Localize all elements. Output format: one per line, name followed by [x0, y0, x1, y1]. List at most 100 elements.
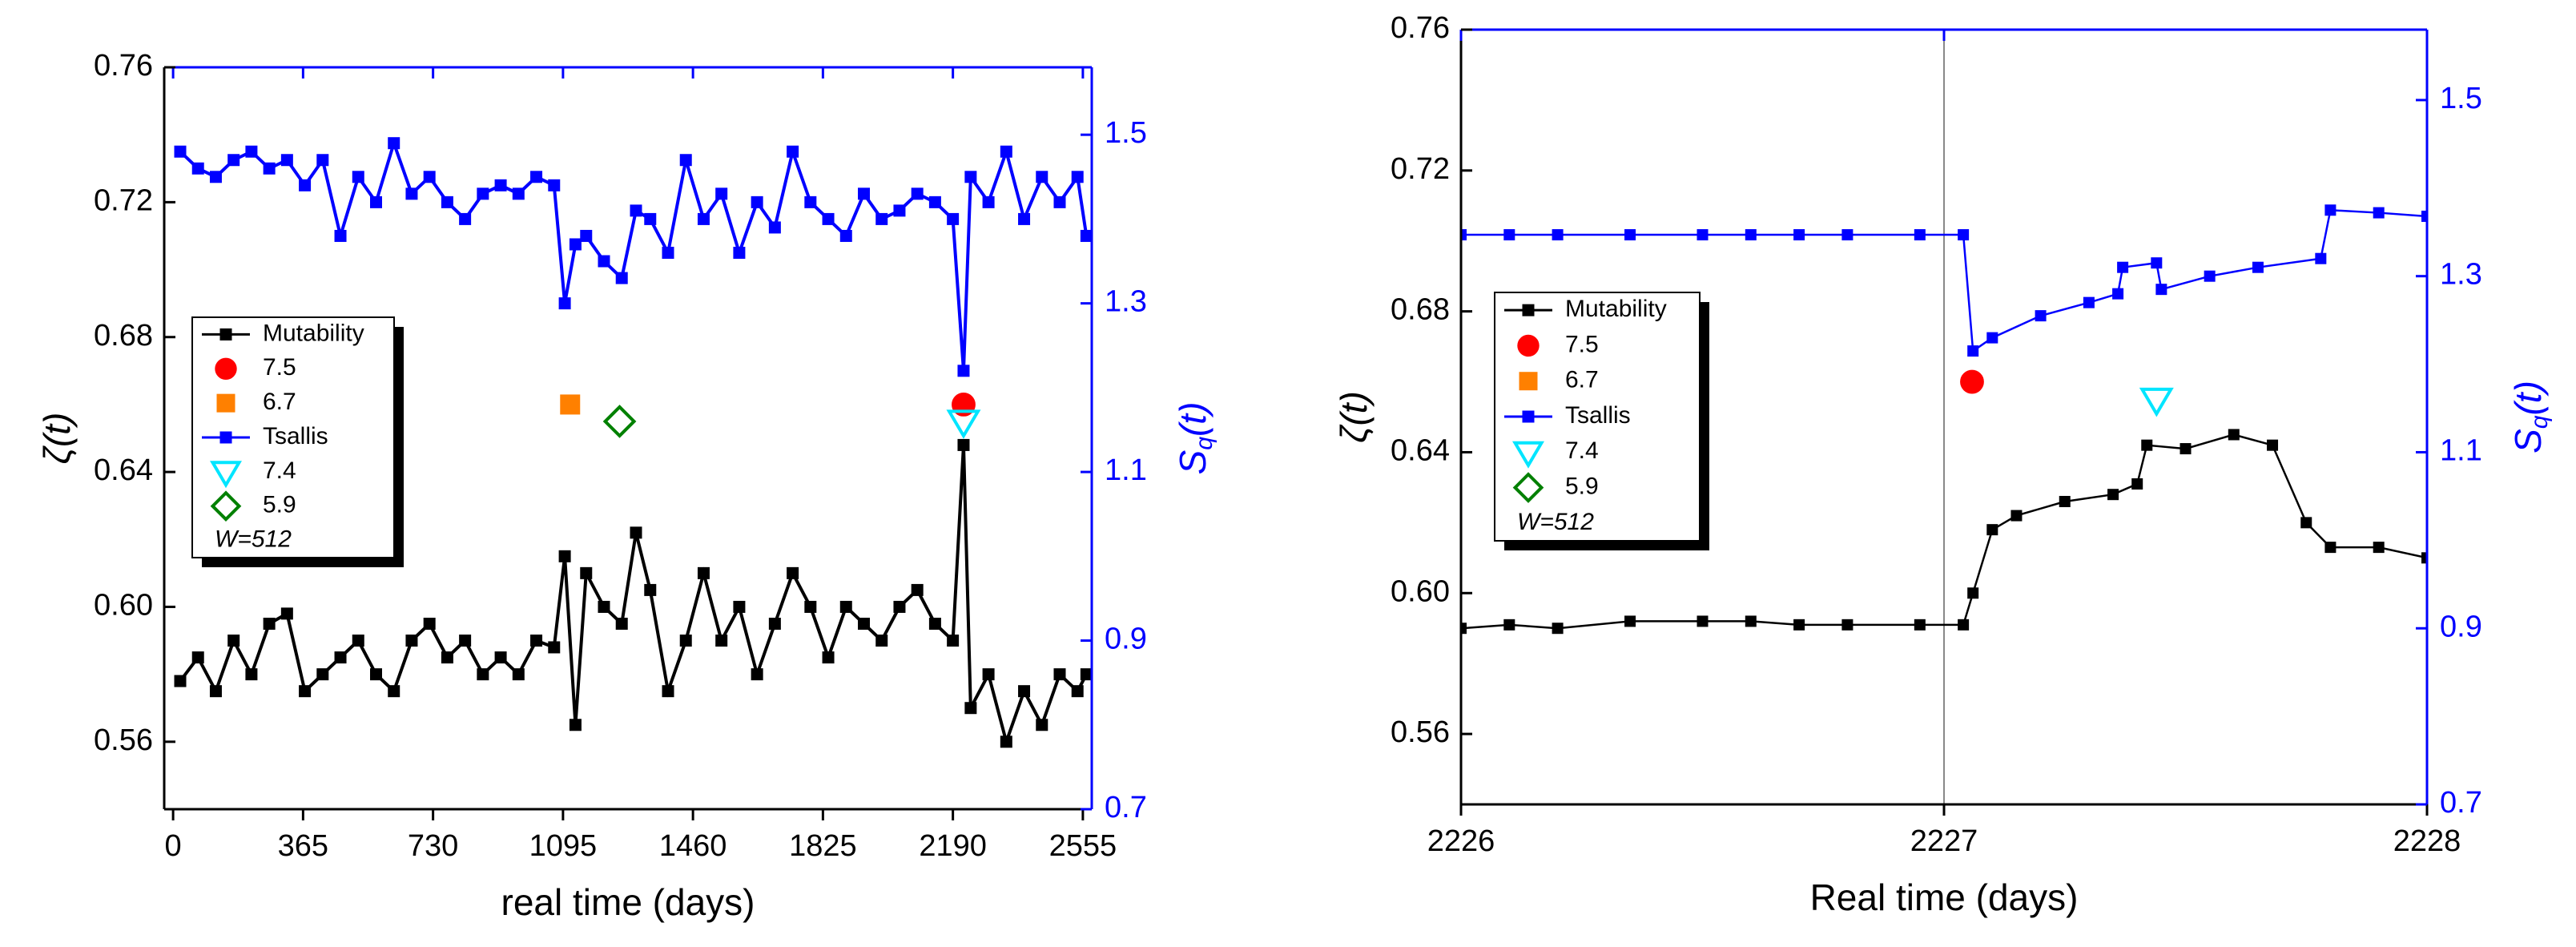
y2-axis-label: Sq(t)	[1172, 402, 1218, 475]
marker	[477, 668, 489, 681]
y2-tick-label: 1.1	[1105, 453, 1147, 487]
marker	[598, 255, 610, 268]
marker	[839, 600, 852, 613]
marker	[787, 145, 799, 158]
marker	[2141, 439, 2153, 451]
marker	[858, 618, 871, 630]
marker	[280, 607, 293, 620]
y2-tick-label: 0.7	[2440, 786, 2482, 820]
marker	[2373, 542, 2385, 554]
marker	[334, 651, 347, 664]
panel: 2226 2227 2228 0.56 0.60 0.64 0.68 0.72 0.76 0.7 0…	[1333, 11, 2553, 918]
marker	[299, 179, 312, 191]
x-tick-label: 1095	[529, 829, 598, 863]
marker	[245, 145, 258, 158]
x-axis-label: Real time (days)	[1810, 876, 2079, 918]
marker	[822, 212, 835, 225]
marker	[1793, 229, 1805, 241]
marker	[560, 394, 581, 415]
y-axis-label: ζ(t)	[1333, 391, 1375, 443]
marker	[697, 566, 710, 579]
marker	[911, 583, 924, 596]
marker	[1461, 623, 1467, 635]
marker	[1000, 145, 1012, 158]
marker	[697, 212, 710, 225]
x-tick-label: 0	[165, 829, 182, 863]
marker	[893, 204, 906, 217]
legend-label: 5.9	[263, 492, 296, 518]
plot-area	[1461, 204, 2427, 635]
marker	[459, 212, 472, 225]
marker	[441, 195, 453, 208]
marker	[2010, 510, 2023, 522]
marker	[2112, 288, 2124, 300]
legend-label: 5.9	[1565, 473, 1599, 499]
x-tick-label: 2226	[1427, 824, 1495, 858]
y2-tick-label: 1.3	[1105, 285, 1147, 319]
marker	[1986, 332, 1998, 344]
marker	[1958, 229, 1970, 241]
y2-label-rest: (t)	[2507, 381, 2549, 415]
x-tick-label: 2227	[1910, 824, 1978, 858]
marker	[2204, 270, 2216, 282]
marker	[644, 583, 657, 596]
x-tick-label: 1460	[659, 829, 727, 863]
marker	[369, 195, 382, 208]
marker	[662, 247, 674, 259]
x-tick-label: 1825	[789, 829, 857, 863]
marker	[1071, 685, 1084, 698]
marker	[2117, 261, 2129, 273]
marker	[459, 635, 472, 647]
marker	[928, 195, 941, 208]
marker	[1697, 615, 1709, 627]
marker	[875, 635, 888, 647]
x-tick-label: 365	[278, 829, 328, 863]
marker	[2324, 204, 2337, 216]
marker	[216, 393, 235, 413]
marker	[219, 328, 232, 341]
marker	[982, 668, 995, 681]
y2-tick-label: 1.3	[2440, 258, 2482, 292]
y-tick-label: 0.60	[94, 588, 153, 622]
marker	[947, 212, 960, 225]
y-tick-label: 0.60	[1391, 574, 1450, 608]
marker	[1793, 619, 1805, 631]
marker	[227, 154, 240, 167]
marker	[928, 618, 941, 630]
y-axis-label: ζ(t)	[36, 413, 78, 465]
marker	[1552, 623, 1564, 635]
marker	[2228, 429, 2240, 441]
marker	[494, 179, 507, 191]
marker	[2421, 552, 2427, 564]
marker	[1519, 372, 1538, 391]
marker	[1053, 195, 1066, 208]
marker	[2083, 296, 2095, 308]
marker	[548, 641, 561, 654]
marker	[1512, 472, 1544, 503]
legend-label: 6.7	[263, 389, 296, 415]
marker	[1624, 229, 1636, 241]
x-tick-label: 2228	[2393, 824, 2461, 858]
marker	[1552, 229, 1564, 241]
marker	[1914, 229, 1926, 241]
marker	[441, 651, 453, 664]
y-tick-label: 0.64	[94, 453, 153, 487]
y-tick-label: 0.56	[94, 723, 153, 757]
marker	[679, 154, 692, 167]
legend-label: Mutability	[1565, 296, 1667, 322]
marker	[644, 212, 657, 225]
marker	[1958, 619, 1970, 631]
marker	[2155, 284, 2167, 296]
marker	[477, 187, 489, 200]
marker	[2131, 478, 2143, 490]
series-line	[1461, 208, 2427, 353]
y-tick-label: 0.76	[1391, 11, 1450, 45]
y2-tick-label: 0.9	[1105, 623, 1147, 656]
annotation: W=512	[1517, 509, 1594, 535]
marker	[494, 651, 507, 664]
marker	[227, 635, 240, 647]
marker	[558, 297, 571, 310]
marker	[405, 635, 418, 647]
marker	[423, 171, 436, 183]
